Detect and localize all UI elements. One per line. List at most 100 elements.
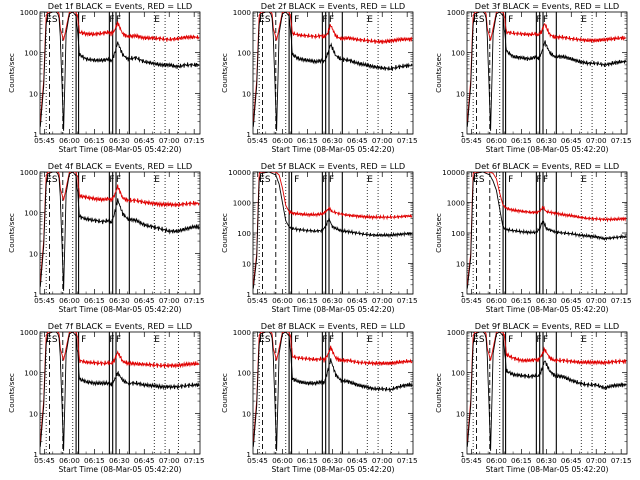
interval-marker-label: F bbox=[109, 15, 114, 25]
interval-marker-label: ES bbox=[259, 335, 271, 345]
panel-det-5f: Det 5f BLACK = Events, RED = LLD 1 10 100 10… bbox=[220, 161, 418, 314]
y-tick-label: 1 bbox=[33, 130, 38, 139]
panel-det-6f: Det 6f BLACK = Events, RED = LLD 1 10 100 10… bbox=[434, 161, 632, 314]
x-tick-label: 07:00 bbox=[586, 296, 607, 305]
interval-marker-label: F bbox=[329, 15, 334, 25]
interval-marker-label: F bbox=[543, 15, 548, 25]
panel-title: Det 4f BLACK = Events, RED = LLD bbox=[48, 161, 192, 171]
x-tick-label: 07:15 bbox=[611, 136, 632, 145]
y-tick-label: 10 bbox=[456, 260, 466, 269]
interval-marker-label: E bbox=[367, 15, 373, 25]
series-lld-line bbox=[40, 172, 200, 282]
x-tick-label: 07:00 bbox=[372, 136, 393, 145]
x-axis-label: Start Time (08-Mar-05 05:42:20) bbox=[485, 305, 608, 314]
x-tick-label: 07:15 bbox=[184, 296, 205, 305]
panel-title: Det 1f BLACK = Events, RED = LLD bbox=[48, 1, 192, 11]
y-axis-label: Counts/sec bbox=[434, 53, 443, 93]
interval-marker-label: F bbox=[294, 15, 299, 25]
x-tick-label: 06:15 bbox=[84, 296, 105, 305]
interval-marker-label: F bbox=[508, 335, 513, 345]
y-tick-label: 1 bbox=[246, 290, 251, 299]
x-tick-label: 05:45 bbox=[461, 456, 482, 465]
x-tick-label: 06:00 bbox=[486, 136, 507, 145]
y-tick-label: 10 bbox=[242, 89, 252, 98]
interval-marker-label: E bbox=[154, 175, 160, 185]
interval-marker-label: F bbox=[508, 15, 513, 25]
y-tick-label: 10 bbox=[29, 409, 39, 418]
plot-frame bbox=[466, 171, 628, 295]
panel-title: Det 5f BLACK = Events, RED = LLD bbox=[261, 161, 405, 171]
interval-marker-label: E bbox=[154, 15, 160, 25]
interval-marker-label: E bbox=[367, 335, 373, 345]
x-tick-label: 07:15 bbox=[184, 136, 205, 145]
x-tick-label: 07:15 bbox=[397, 456, 418, 465]
y-tick-label: 100 bbox=[237, 49, 251, 58]
y-tick-label: 1000 bbox=[447, 199, 466, 208]
plot-frame bbox=[39, 331, 201, 455]
y-tick-label: 1000 bbox=[233, 199, 252, 208]
y-axis-label: Counts/sec bbox=[7, 53, 16, 93]
x-tick-label: 06:45 bbox=[561, 296, 582, 305]
y-tick-label: 1 bbox=[460, 450, 465, 459]
x-axis-label: Start Time (08-Mar-05 05:42:20) bbox=[485, 465, 608, 474]
x-tick-label: 06:30 bbox=[536, 456, 557, 465]
x-tick-label: 06:45 bbox=[134, 136, 155, 145]
x-tick-label: 06:00 bbox=[486, 456, 507, 465]
x-tick-label: 07:00 bbox=[159, 136, 180, 145]
interval-marker-label: ES bbox=[473, 175, 485, 185]
x-tick-label: 06:00 bbox=[486, 296, 507, 305]
panel-det-4f: Det 4f BLACK = Events, RED = LLD 1 10 100 10… bbox=[7, 161, 205, 314]
interval-marker-label: F bbox=[81, 175, 86, 185]
x-tick-label: 06:30 bbox=[109, 296, 130, 305]
x-tick-label: 06:30 bbox=[322, 456, 343, 465]
x-axis-label: Start Time (08-Mar-05 05:42:20) bbox=[58, 305, 181, 314]
interval-marker-label: E bbox=[581, 15, 587, 25]
interval-marker-label: F bbox=[109, 175, 114, 185]
series-lld-line bbox=[253, 12, 413, 122]
x-tick-label: 06:15 bbox=[511, 296, 532, 305]
panel-title: Det 8f BLACK = Events, RED = LLD bbox=[261, 321, 405, 331]
interval-marker-label: F bbox=[294, 175, 299, 185]
x-tick-label: 05:45 bbox=[247, 136, 268, 145]
x-tick-label: 06:15 bbox=[297, 456, 318, 465]
interval-marker-label: F bbox=[536, 335, 541, 345]
interval-marker-label: ES bbox=[46, 335, 58, 345]
plot-frame bbox=[252, 171, 414, 295]
interval-marker-label: F bbox=[322, 335, 327, 345]
y-tick-label: 100 bbox=[24, 209, 38, 218]
series-events-line bbox=[467, 172, 627, 289]
x-tick-label: 06:45 bbox=[134, 296, 155, 305]
y-tick-label: 10 bbox=[242, 260, 252, 269]
panel-title: Det 6f BLACK = Events, RED = LLD bbox=[475, 161, 619, 171]
interval-marker-label: ES bbox=[473, 335, 485, 345]
interval-marker-label: F bbox=[329, 175, 334, 185]
y-tick-label: 100 bbox=[451, 369, 465, 378]
x-tick-label: 06:30 bbox=[109, 456, 130, 465]
panel-title: Det 2f BLACK = Events, RED = LLD bbox=[261, 1, 405, 11]
y-tick-label: 1 bbox=[246, 130, 251, 139]
interval-marker-label: F bbox=[116, 15, 121, 25]
plot-frame bbox=[252, 331, 414, 455]
interval-marker-label: E bbox=[581, 175, 587, 185]
interval-marker-label: F bbox=[508, 175, 513, 185]
x-tick-label: 06:30 bbox=[536, 296, 557, 305]
x-tick-label: 06:00 bbox=[272, 136, 293, 145]
interval-marker-label: E bbox=[154, 335, 160, 345]
y-tick-label: 100 bbox=[24, 49, 38, 58]
series-events-line bbox=[40, 332, 200, 451]
panel-det-1f: Det 1f BLACK = Events, RED = LLD 1 10 100 10… bbox=[7, 1, 205, 154]
plot-frame bbox=[39, 11, 201, 135]
interval-marker-label: F bbox=[322, 15, 327, 25]
series-lld-line bbox=[467, 332, 627, 442]
interval-marker-label: E bbox=[581, 335, 587, 345]
x-tick-label: 07:00 bbox=[372, 456, 393, 465]
x-tick-label: 07:15 bbox=[611, 456, 632, 465]
x-tick-label: 05:45 bbox=[461, 296, 482, 305]
interval-marker-label: F bbox=[543, 335, 548, 345]
y-tick-label: 10 bbox=[29, 89, 39, 98]
x-tick-label: 06:15 bbox=[297, 136, 318, 145]
interval-marker-label: F bbox=[536, 15, 541, 25]
x-tick-label: 06:45 bbox=[561, 136, 582, 145]
panel-det-3f: Det 3f BLACK = Events, RED = LLD 1 10 100 10… bbox=[434, 1, 632, 154]
plot-frame bbox=[39, 171, 201, 295]
